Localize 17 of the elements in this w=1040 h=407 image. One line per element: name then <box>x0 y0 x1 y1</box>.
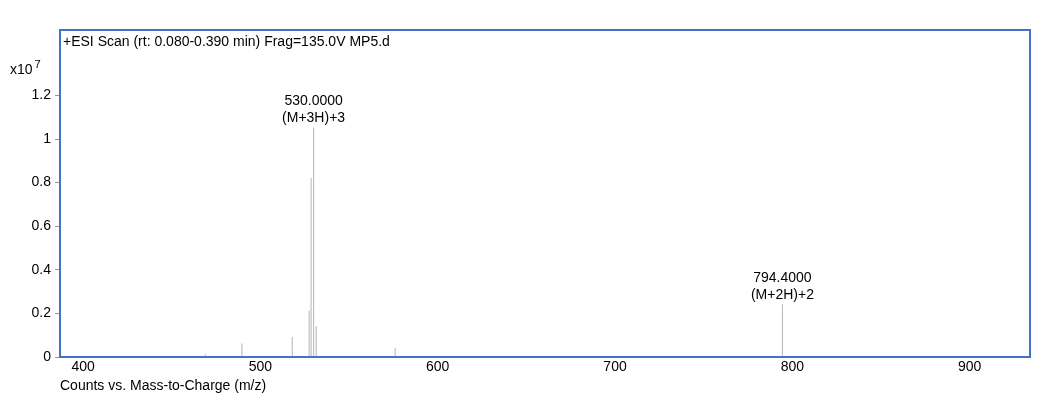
y-tick-label: 0.2 <box>31 304 52 321</box>
y-tick-label: 0.6 <box>31 217 52 234</box>
x-tick-label: 600 <box>426 358 450 375</box>
annotation: 794.4000 (M+2H)+2 <box>750 268 815 302</box>
y-tick-label: 0 <box>43 347 52 364</box>
x-tick-label: 800 <box>780 358 805 375</box>
x-tick-label: 900 <box>958 358 982 375</box>
annotation: 530.0000 (M+3H)+3 <box>282 92 346 126</box>
y-tick-label: 1 <box>43 129 52 146</box>
y-tick-label: 0.4 <box>31 260 52 277</box>
x-tick-label: 500 <box>248 358 273 375</box>
chart-title: +ESI Scan (rt: 0.080-0.390 min) Frag=135.0V MP5.d <box>63 33 390 49</box>
x-tick-label: 400 <box>71 358 95 375</box>
y-tick-label: 1.2 <box>31 86 52 103</box>
x-axis-title: Counts vs. Mass-to-Charge (m/z) <box>60 377 267 394</box>
y-tick-label: 0.8 <box>31 173 52 190</box>
x-tick-label: 700 <box>603 358 627 375</box>
